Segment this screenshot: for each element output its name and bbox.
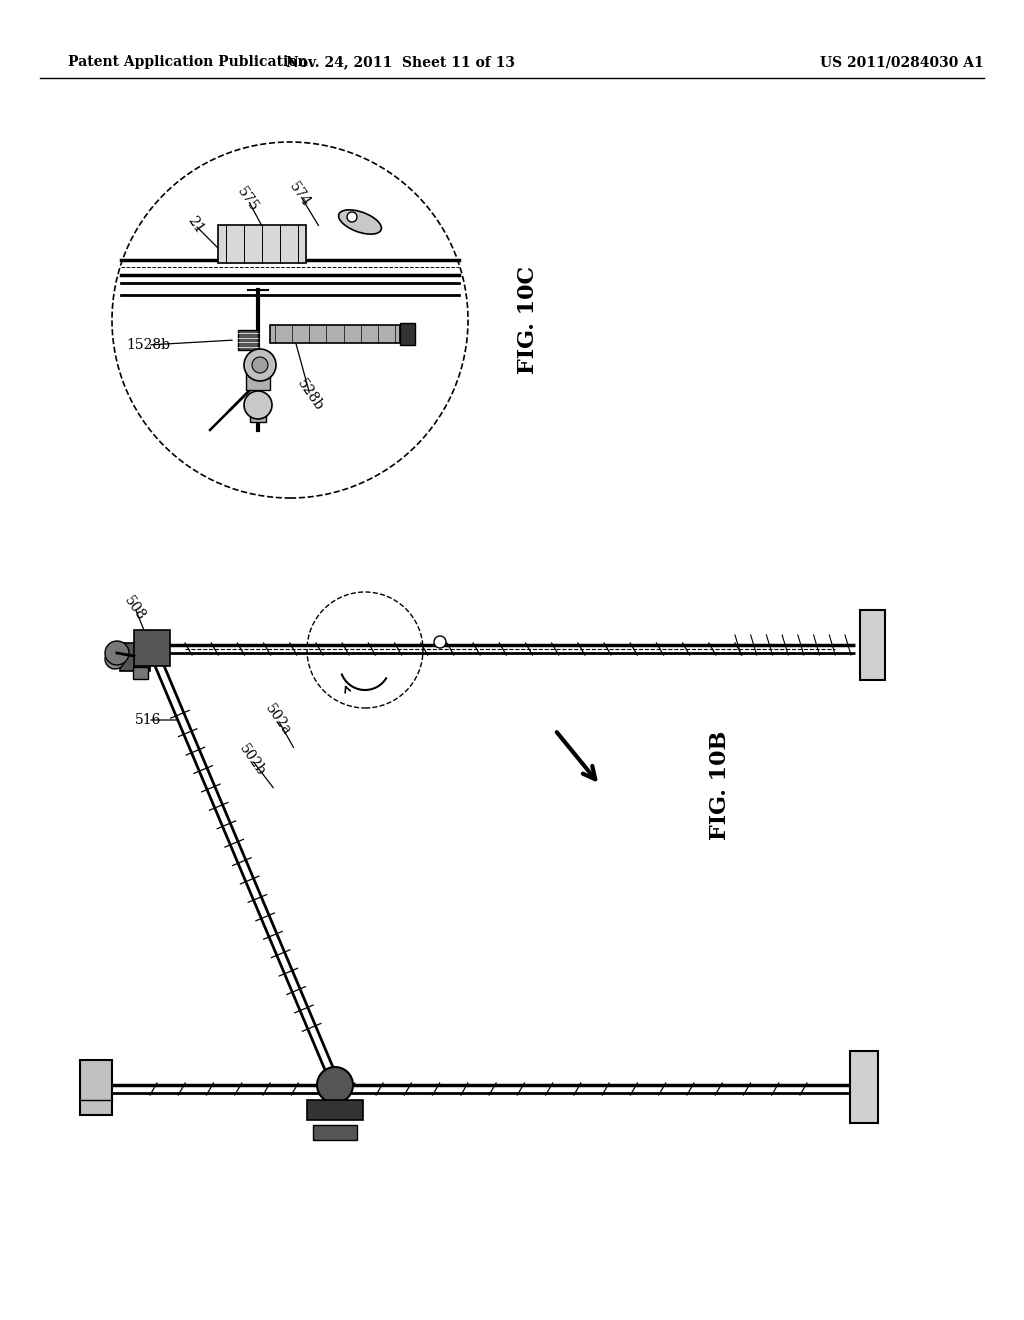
Text: 508: 508 bbox=[122, 593, 148, 623]
Bar bbox=[246, 370, 270, 389]
Bar bbox=[218, 224, 306, 263]
Bar bbox=[134, 630, 170, 667]
Circle shape bbox=[252, 356, 268, 374]
Text: 516: 516 bbox=[135, 713, 161, 727]
Circle shape bbox=[244, 391, 272, 418]
Text: FIG. 10B: FIG. 10B bbox=[709, 730, 731, 840]
Bar bbox=[307, 1100, 362, 1119]
Text: FIG. 10C: FIG. 10C bbox=[517, 265, 539, 374]
Bar bbox=[313, 1125, 357, 1140]
Bar bbox=[120, 643, 150, 671]
Text: 502b: 502b bbox=[237, 742, 268, 779]
Circle shape bbox=[317, 1067, 353, 1104]
Text: 1528b: 1528b bbox=[126, 338, 170, 352]
Circle shape bbox=[347, 213, 357, 222]
Bar bbox=[238, 330, 258, 350]
Bar bbox=[850, 1051, 878, 1123]
Bar bbox=[270, 325, 400, 343]
Bar bbox=[133, 667, 148, 678]
Text: 502a: 502a bbox=[262, 702, 294, 738]
Circle shape bbox=[244, 348, 276, 381]
Bar bbox=[250, 403, 266, 422]
Ellipse shape bbox=[339, 210, 381, 234]
Text: 575: 575 bbox=[234, 185, 261, 215]
Text: Nov. 24, 2011  Sheet 11 of 13: Nov. 24, 2011 Sheet 11 of 13 bbox=[286, 55, 514, 69]
Circle shape bbox=[105, 649, 125, 669]
Circle shape bbox=[105, 642, 129, 665]
Text: 574: 574 bbox=[287, 180, 313, 210]
Bar bbox=[860, 610, 885, 680]
Text: Patent Application Publication: Patent Application Publication bbox=[68, 55, 307, 69]
Bar bbox=[80, 1060, 112, 1115]
Bar bbox=[400, 323, 415, 345]
Text: 21: 21 bbox=[184, 214, 206, 236]
Text: 528b: 528b bbox=[294, 376, 326, 413]
Text: US 2011/0284030 A1: US 2011/0284030 A1 bbox=[820, 55, 984, 69]
Circle shape bbox=[434, 636, 446, 648]
